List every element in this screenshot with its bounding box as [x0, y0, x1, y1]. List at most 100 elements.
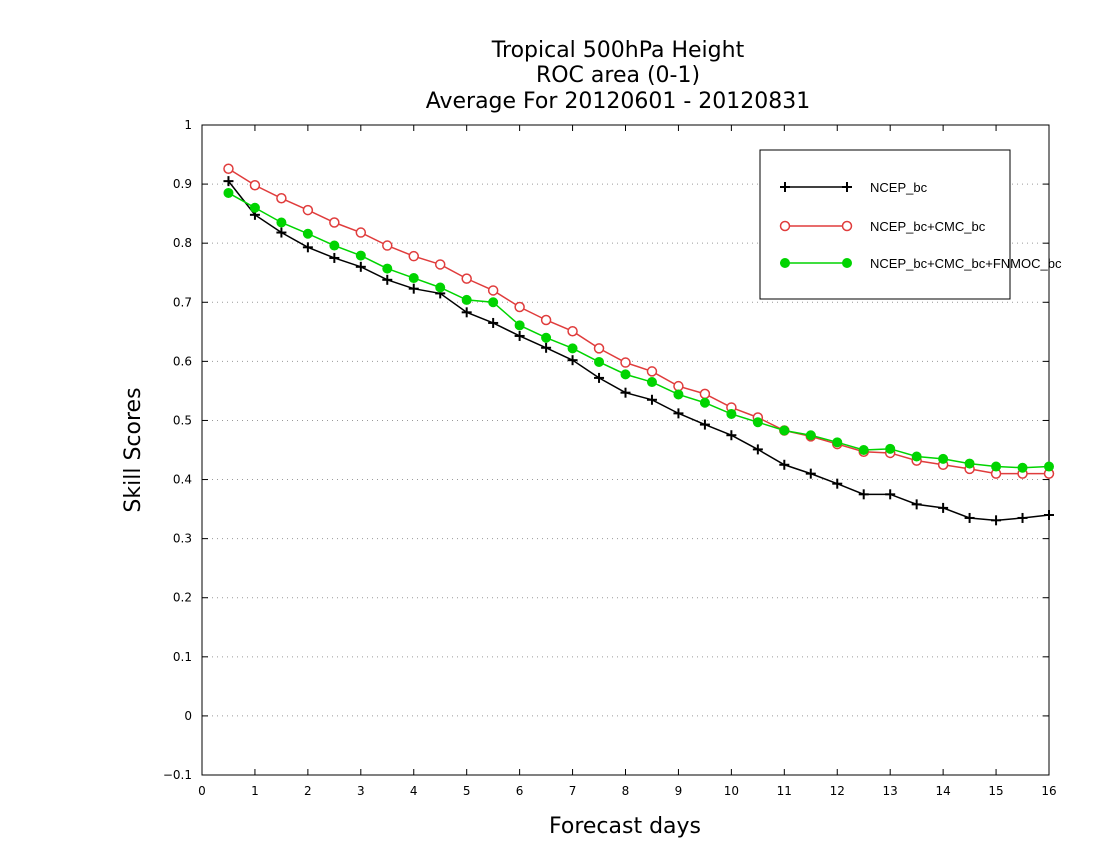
data-point	[514, 330, 525, 341]
legend-label: NCEP_bc+CMC_bc+FNMOC_bc	[870, 256, 1062, 271]
data-point	[541, 332, 552, 343]
data-point	[461, 307, 472, 318]
data-point	[1017, 462, 1028, 473]
data-point	[805, 430, 816, 441]
data-point	[699, 397, 710, 408]
data-point	[699, 419, 710, 430]
y-tick-label: 0.6	[173, 354, 192, 368]
chart-title: Tropical 500hPa Height ROC area (0-1) Av…	[426, 38, 811, 114]
data-point	[329, 217, 340, 228]
title-line-2: ROC area (0-1)	[536, 63, 700, 88]
data-point	[461, 294, 472, 305]
y-tick-label: 0.5	[173, 413, 192, 427]
x-tick-label: 6	[516, 784, 524, 798]
x-tick-label: 2	[304, 784, 312, 798]
data-point	[355, 250, 366, 261]
data-point	[488, 317, 499, 328]
title-line-3: Average For 20120601 - 20120831	[426, 89, 811, 114]
data-point	[382, 274, 393, 285]
data-point	[594, 372, 605, 383]
y-tick-label: 1	[184, 118, 192, 132]
data-point	[752, 417, 763, 428]
series-layer	[223, 163, 1055, 526]
x-tick-label: 4	[410, 784, 418, 798]
data-point	[223, 176, 234, 187]
data-point	[620, 369, 631, 380]
data-point	[726, 430, 737, 441]
data-point	[382, 240, 393, 251]
x-tick-label: 15	[988, 784, 1003, 798]
data-point	[911, 451, 922, 462]
legend-marker	[779, 220, 791, 232]
data-point	[646, 394, 657, 405]
data-point	[329, 240, 340, 251]
series-2	[223, 187, 1054, 473]
y-tick-label: 0.1	[173, 650, 192, 664]
data-point	[699, 388, 711, 400]
x-tick-label: 8	[622, 784, 630, 798]
x-tick-label: 1	[251, 784, 259, 798]
data-point	[434, 259, 446, 270]
data-point	[514, 320, 525, 331]
data-point	[1044, 510, 1054, 520]
legend-box	[759, 149, 1011, 300]
x-tick-label: 16	[1041, 784, 1056, 798]
data-point	[832, 478, 843, 489]
data-point	[249, 180, 261, 191]
legend-marker	[842, 258, 852, 268]
data-point	[276, 227, 287, 238]
data-point	[540, 314, 552, 326]
data-point	[276, 217, 287, 228]
y-tick-label: 0.9	[173, 177, 192, 191]
legend: NCEP_bc NCEP_bc+CMC_bc NCEP_bc+CMC_bc+FNMO…	[759, 149, 1062, 300]
x-tick-label: 10	[724, 784, 739, 798]
data-point	[885, 443, 896, 454]
data-point	[832, 437, 843, 448]
data-point	[938, 502, 949, 513]
data-point	[223, 187, 234, 198]
y-tick-label: 0.7	[173, 295, 192, 309]
data-point	[487, 285, 499, 296]
data-point	[646, 377, 657, 388]
data-point	[541, 342, 552, 353]
data-point	[302, 204, 314, 216]
data-point	[594, 356, 605, 367]
data-point	[382, 263, 393, 274]
data-point	[302, 242, 313, 253]
y-tick-label: 0.3	[173, 532, 192, 546]
data-point	[779, 425, 790, 436]
data-point	[938, 453, 949, 464]
x-tick-label: 13	[883, 784, 898, 798]
data-point	[726, 408, 737, 419]
y-tick-label: −0.1	[163, 768, 192, 782]
x-tick-label: 12	[830, 784, 845, 798]
y-tick-label: 0.4	[173, 473, 192, 487]
data-point	[1044, 461, 1054, 472]
data-point	[249, 202, 260, 213]
legend-label: NCEP_bc+CMC_bc	[870, 219, 986, 234]
x-axis-title: Forecast days	[549, 814, 701, 839]
x-tick-label: 5	[463, 784, 471, 798]
legend-item: NCEP_bc	[780, 180, 928, 195]
data-point	[673, 380, 684, 392]
x-tick-label: 14	[935, 784, 950, 798]
data-point	[620, 357, 631, 368]
series-line	[227, 180, 1050, 522]
x-tick-label: 9	[675, 784, 683, 798]
data-point	[355, 227, 367, 238]
title-line-1: Tropical 500hPa Height	[491, 38, 745, 63]
data-point	[329, 252, 340, 263]
series-0	[223, 176, 1054, 526]
data-point	[302, 228, 313, 239]
data-point	[673, 408, 684, 419]
data-point	[408, 250, 419, 262]
x-tick-label: 3	[357, 784, 365, 798]
legend-marker	[780, 258, 790, 268]
y-axis-title: Skill Scores	[121, 387, 146, 512]
data-point	[620, 387, 631, 398]
legend-item: NCEP_bc+CMC_bc+FNMOC_bc	[780, 256, 1062, 271]
y-tick-label: 0	[184, 709, 192, 723]
data-point	[1017, 512, 1028, 523]
data-point	[673, 389, 684, 400]
